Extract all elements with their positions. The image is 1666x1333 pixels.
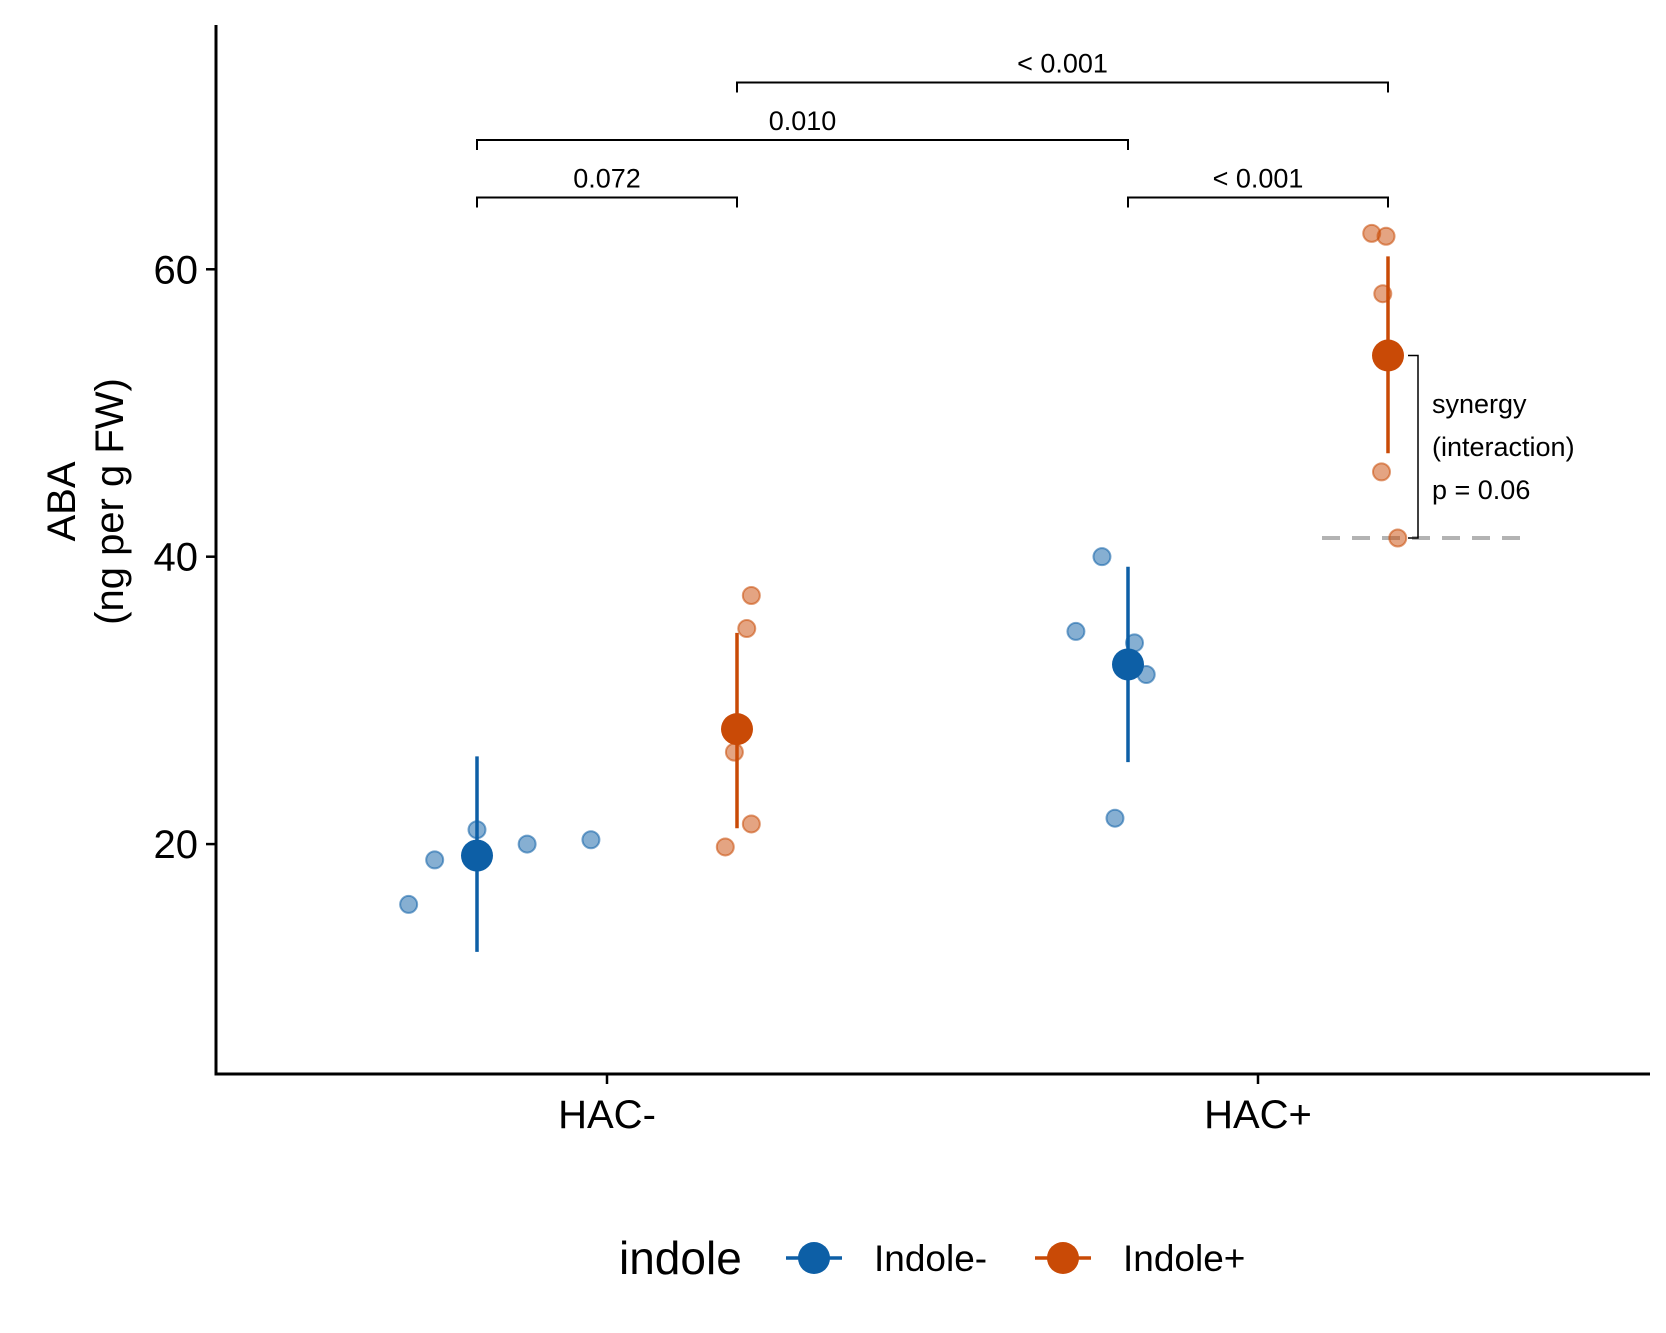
data-point [724,742,744,762]
synergy-annotation-line: (interaction) [1432,432,1575,462]
x-tick-label: HAC+ [1204,1093,1312,1137]
comparison-p-value: < 0.001 [1017,48,1108,78]
data-point [1371,462,1391,482]
y-tick-label: 40 [154,536,199,580]
means-and-errorbars [461,256,1404,952]
comparison-p-value: < 0.001 [1213,163,1304,193]
data-point [1388,528,1408,548]
comparison-bracket [476,138,1129,150]
comparison-p-value: 0.072 [573,163,641,193]
mean-point [721,713,753,746]
mean-point [461,839,493,872]
mean-point [1372,339,1404,372]
legend: indole Indole- Indole+ [619,1232,1245,1284]
data-point [741,585,761,605]
comparison-bracket [476,196,738,208]
data-point [399,894,419,914]
data-point [517,834,537,854]
legend-key-point [1047,1242,1079,1274]
data-point [737,619,757,639]
data-point [581,830,601,850]
data-point [1066,621,1086,641]
comparison-p-value: 0.010 [769,106,837,136]
data-point [1105,808,1125,828]
synergy-annotation-line: p = 0.06 [1432,475,1530,505]
synergy-annotation: synergy (interaction) p = 0.06 [1432,389,1575,505]
legend-entry-label: Indole+ [1123,1238,1245,1279]
comparison-brackets: 0.072 < 0.001 0.010 < 0.001 [476,48,1389,208]
synergy-annotation-line: synergy [1432,389,1527,419]
legend-title: indole [619,1232,742,1284]
y-axis-title-line-1: ABA [40,461,84,541]
synergy-bracket [1408,354,1419,539]
y-axis-title: ABA (ng per g FW) [40,378,132,625]
data-point [715,837,735,857]
legend-entry-label: Indole- [874,1238,987,1279]
legend-key-point [798,1242,830,1274]
y-tick-label: 60 [154,248,199,292]
comparison-bracket [1127,196,1389,208]
y-tick-label: 20 [154,823,199,867]
data-points [399,223,1408,914]
data-point [425,850,445,870]
data-point [741,814,761,834]
x-tick-label: HAC- [558,1093,656,1137]
y-axis-title-line-2: (ng per g FW) [88,378,132,625]
comparison-bracket [736,81,1389,93]
data-point [1092,547,1112,567]
synergy-reference: synergy (interaction) p = 0.06 [1322,354,1575,541]
axes: 20 40 60 HAC- HAC+ ABA (ng per g FW) [40,25,1650,1137]
mean-point [1112,648,1144,681]
data-point [1376,226,1396,246]
